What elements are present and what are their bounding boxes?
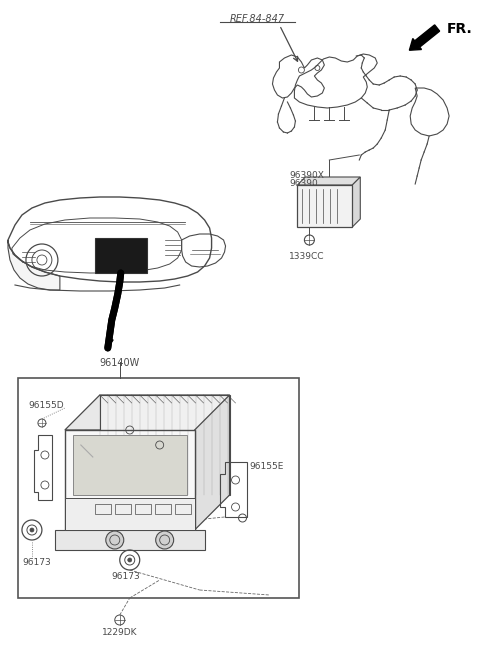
- Bar: [65, 430, 194, 530]
- Text: 1229DK: 1229DK: [102, 628, 137, 637]
- Polygon shape: [194, 395, 229, 530]
- FancyArrow shape: [409, 25, 440, 50]
- Bar: [298, 185, 352, 227]
- Text: 96155E: 96155E: [250, 462, 284, 471]
- Text: 96390X: 96390X: [289, 171, 324, 180]
- Bar: [95, 504, 111, 514]
- Polygon shape: [8, 240, 60, 290]
- Circle shape: [128, 558, 132, 562]
- Bar: [18, 378, 300, 598]
- Bar: [65, 498, 194, 530]
- Polygon shape: [55, 530, 204, 550]
- Circle shape: [156, 531, 174, 549]
- Bar: [73, 435, 187, 495]
- Polygon shape: [65, 395, 229, 430]
- Text: 96140W: 96140W: [100, 358, 140, 368]
- Bar: [155, 504, 171, 514]
- Circle shape: [106, 531, 124, 549]
- Bar: [115, 504, 131, 514]
- Bar: [100, 395, 229, 495]
- Polygon shape: [352, 177, 360, 227]
- Bar: [95, 238, 147, 273]
- Circle shape: [30, 528, 34, 532]
- Text: 96173: 96173: [22, 558, 51, 567]
- Text: REF.84-847: REF.84-847: [230, 14, 285, 24]
- Text: FR.: FR.: [447, 22, 473, 36]
- Text: 96390: 96390: [289, 179, 318, 188]
- Text: 96173: 96173: [112, 572, 141, 581]
- Text: 1339CC: 1339CC: [289, 252, 325, 261]
- Bar: [175, 504, 191, 514]
- Polygon shape: [298, 177, 360, 185]
- Bar: [135, 504, 151, 514]
- Text: 96155D: 96155D: [28, 401, 63, 410]
